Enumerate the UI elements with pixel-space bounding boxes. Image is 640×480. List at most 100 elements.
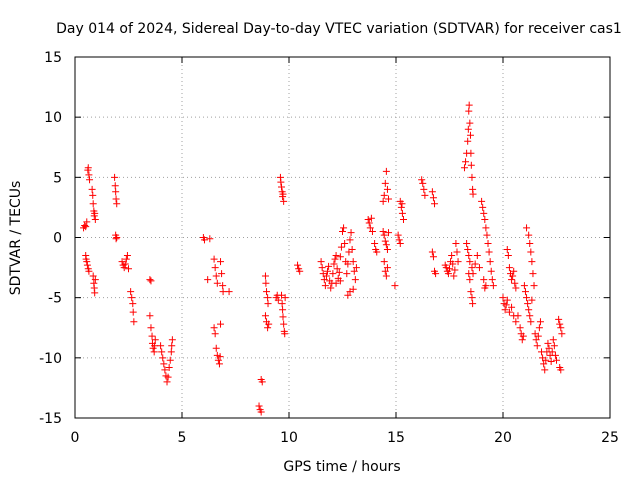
y-tick-label: 5	[53, 170, 62, 186]
data-point	[84, 164, 92, 172]
data-point	[317, 258, 325, 266]
data-point	[465, 101, 473, 109]
data-point	[431, 200, 439, 208]
data-point	[340, 224, 348, 232]
data-point	[421, 191, 429, 199]
data-point	[541, 366, 549, 374]
data-point	[159, 354, 167, 362]
data-point	[468, 294, 476, 302]
data-point	[349, 258, 357, 266]
data-point	[529, 270, 537, 278]
data-point	[420, 185, 428, 193]
data-point	[383, 264, 391, 272]
data-point	[281, 294, 289, 302]
data-point	[544, 339, 552, 347]
data-point	[471, 260, 479, 268]
data-point	[151, 342, 159, 350]
data-point	[368, 227, 376, 235]
data-point	[475, 264, 483, 272]
data-point	[382, 167, 390, 175]
data-point	[469, 300, 477, 308]
data-point	[280, 197, 288, 205]
data-point	[467, 149, 475, 157]
data-point	[331, 255, 339, 263]
data-point	[489, 282, 497, 290]
data-point	[274, 296, 282, 304]
data-point	[533, 342, 541, 350]
data-point	[516, 324, 524, 332]
data-point	[164, 373, 172, 381]
data-point	[478, 197, 486, 205]
data-point	[321, 282, 329, 290]
data-point	[469, 270, 477, 278]
y-tick-label: -5	[48, 291, 62, 307]
data-point	[550, 342, 558, 350]
data-point	[536, 318, 544, 326]
data-point	[527, 318, 535, 326]
data-point	[465, 107, 473, 115]
data-point	[526, 240, 534, 248]
data-point	[225, 288, 233, 296]
data-point	[113, 234, 121, 241]
chart-title: Day 014 of 2024, Sidereal Day-to-day VTE…	[56, 21, 622, 37]
data-point	[383, 246, 391, 254]
data-point	[343, 270, 351, 278]
data-point	[479, 203, 487, 211]
x-tick-label: 15	[387, 430, 405, 446]
data-point	[213, 279, 221, 287]
data-point	[452, 240, 460, 248]
data-point	[215, 360, 223, 368]
data-point	[255, 402, 263, 410]
data-point	[86, 176, 94, 184]
data-point	[336, 277, 344, 285]
data-point	[129, 300, 137, 308]
data-point	[382, 272, 390, 280]
data-point	[502, 301, 510, 309]
data-point	[464, 137, 472, 145]
data-point	[525, 306, 533, 314]
data-point	[395, 236, 403, 244]
data-point	[344, 260, 352, 268]
data-point	[547, 357, 555, 365]
data-point	[344, 291, 352, 299]
data-point	[335, 268, 343, 276]
data-point	[385, 229, 393, 237]
data-point	[125, 265, 132, 273]
y-tick-labels: -15 -10 -5 0 5 10 15	[39, 50, 62, 427]
data-point	[380, 258, 388, 266]
data-point	[558, 330, 566, 338]
x-tick-label: 10	[280, 430, 298, 446]
data-point	[337, 243, 345, 251]
data-point	[429, 194, 437, 202]
data-point	[122, 255, 130, 263]
data-point	[432, 270, 440, 278]
data-point	[503, 246, 511, 254]
data-point	[371, 240, 379, 248]
data-point	[398, 209, 406, 217]
data-point	[163, 378, 171, 386]
data-point	[556, 320, 564, 328]
data-point	[488, 276, 496, 284]
data-point	[168, 336, 176, 344]
data-point	[466, 131, 474, 139]
data-point	[381, 179, 389, 187]
data-point	[147, 277, 155, 285]
data-point	[381, 267, 389, 275]
data-point	[294, 261, 302, 269]
data-point	[83, 218, 91, 226]
data-point	[555, 315, 563, 323]
x-tick-label: 5	[178, 430, 187, 446]
data-point	[419, 179, 427, 187]
data-point	[325, 262, 333, 270]
data-point	[528, 258, 536, 266]
data-point	[166, 356, 174, 364]
data-point	[540, 360, 548, 368]
data-point	[212, 272, 220, 280]
data-point	[214, 356, 222, 364]
data-point	[450, 272, 458, 280]
data-point	[532, 336, 540, 344]
data-point	[111, 182, 119, 190]
data-point	[88, 185, 96, 193]
data-point	[398, 200, 406, 208]
